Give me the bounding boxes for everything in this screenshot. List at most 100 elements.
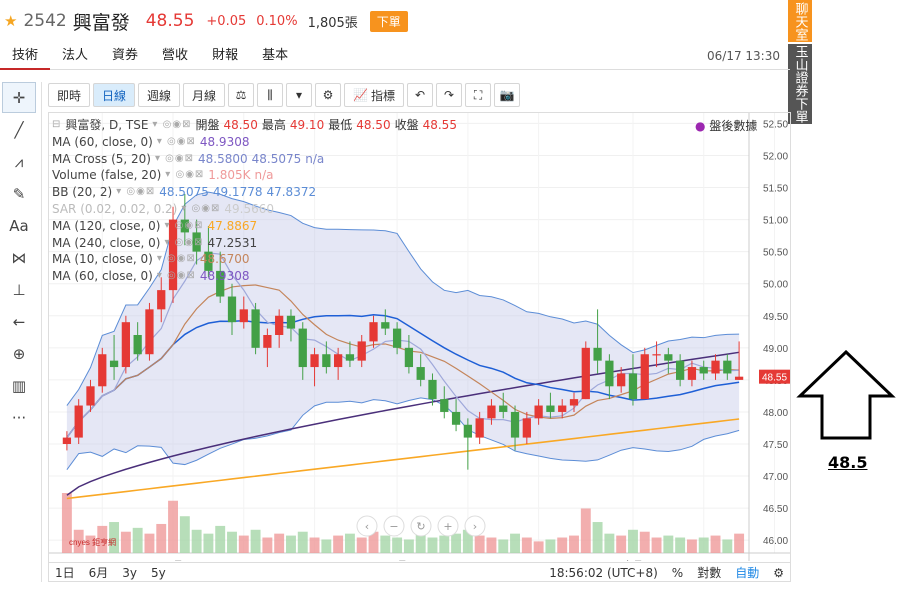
legend-indicator-row[interactable]: BB (20, 2) ▾ ◎◉⊠ 48.5075 49.1778 47.8372	[52, 184, 457, 201]
candle-body	[180, 219, 189, 233]
camera-icon[interactable]: 📷	[494, 83, 521, 107]
volume-bar	[286, 535, 296, 553]
ma60-line	[66, 351, 740, 496]
tab-technical[interactable]: 技術	[0, 46, 51, 70]
pattern-icon[interactable]: ⋈	[11, 248, 27, 267]
legend-indicator-row[interactable]: MA (60, close, 0) ▾ ◎◉⊠ 48.9308	[52, 134, 457, 151]
chart-canvas[interactable]: 52.50 52.00 51.50 51.00 50.50 50.00 49.50 49.00…	[49, 113, 790, 561]
redo-icon[interactable]: ↷	[436, 83, 463, 107]
tab-basics[interactable]: 基本	[262, 48, 289, 63]
indicator-controls-icon[interactable]: ▾ ◎◉⊠	[164, 236, 204, 248]
crosshair-icon[interactable]: ✛	[2, 82, 36, 113]
settings-icon[interactable]: ⚙	[773, 565, 784, 580]
volume-bar	[710, 535, 721, 553]
chart-bottom-bar: 1日 6月 3y 5y 18:56:02 (UTC+8) % 對數 自動 ⚙	[48, 562, 791, 582]
volume-bar	[533, 541, 544, 553]
volume-bar	[439, 535, 450, 553]
auto-toggle[interactable]: 自動	[735, 565, 760, 580]
weekly-button[interactable]: 週線	[138, 83, 181, 107]
stock-name: 興富發	[72, 11, 130, 34]
legend-main-title: 興富發, D, TSE	[65, 118, 149, 132]
log-toggle[interactable]: 對數	[697, 565, 722, 580]
candlestick-icon[interactable]: ⫼	[257, 83, 284, 107]
indicator-value: 48.5075	[251, 151, 302, 166]
order-button[interactable]: 下單	[369, 10, 408, 32]
legend-indicator-row[interactable]: Volume (false, 20) ▾ ◎◉⊠ 1.805K n/a	[52, 167, 457, 184]
range-6m[interactable]: 6月	[88, 565, 109, 580]
pitchfork-icon[interactable]: ⩘	[14, 152, 24, 171]
indicator-rows: MA (60, close, 0) ▾ ◎◉⊠ 48.9308 MA Cross (5…	[52, 134, 457, 285]
indicator-controls-icon[interactable]: ▾ ◎◉⊠	[156, 270, 196, 282]
chart-nav-button	[383, 515, 405, 537]
price-chart[interactable]: 52.50 52.00 51.50 51.00 50.50 50.00 49.50 49.00…	[48, 112, 791, 582]
legend-indicator-row[interactable]: MA (10, close, 0) ▾ ◎◉⊠ 48.6700	[52, 251, 457, 268]
range-5y[interactable]: 5y	[151, 565, 166, 580]
volume-bar	[392, 537, 403, 553]
quote-datetime: 06/17 13:30	[707, 49, 780, 63]
x-tick-label: 六月	[623, 560, 643, 561]
volume-bar	[545, 539, 556, 553]
star-icon[interactable]: ★	[4, 12, 18, 30]
chart-nav-button	[410, 515, 432, 537]
scale-icon[interactable]: ⚖	[228, 83, 255, 107]
undo-icon[interactable]: ↶	[407, 83, 434, 107]
ruler-icon[interactable]: ▥	[11, 376, 27, 395]
candle-body	[263, 335, 272, 348]
realtime-button[interactable]: 即時	[48, 83, 91, 107]
after-hours-data[interactable]: ● 盤後數據	[695, 119, 758, 133]
monthly-button[interactable]: 月線	[183, 83, 226, 107]
candle-body	[109, 360, 119, 368]
measure-icon[interactable]: ⊥	[12, 280, 26, 299]
indicator-controls-icon[interactable]: ▾ ◎◉⊠	[164, 219, 204, 231]
candle-body	[428, 379, 437, 400]
legend-open: 48.50	[223, 118, 258, 132]
indicator-controls-icon[interactable]: ▾ ◎◉⊠	[156, 135, 196, 147]
legend-indicator-row[interactable]: MA (60, close, 0) ▾ ◎◉⊠ 48.9308	[52, 268, 457, 285]
stock-code: 2542	[23, 11, 67, 31]
text-icon[interactable]: Aa	[9, 216, 29, 235]
fullscreen-icon[interactable]: ⛶	[465, 83, 492, 107]
broker-order-tab[interactable]: 玉山證券下單	[788, 44, 812, 124]
indicator-controls-icon[interactable]: ▾ ◎◉⊠	[156, 253, 196, 265]
candle-body	[734, 376, 744, 380]
candle-body	[640, 354, 649, 400]
daily-button[interactable]: 日線	[93, 83, 136, 107]
volume-bar	[675, 537, 686, 553]
candle-body	[204, 251, 213, 271]
legend-controls-icon[interactable]: ▾ ◎◉⊠	[152, 119, 192, 130]
chat-room-tab[interactable]: 聊天室	[788, 0, 812, 42]
indicator-controls-icon[interactable]: ▾ ◎◉⊠	[165, 169, 205, 181]
indicator-button[interactable]: 📈 指標	[344, 83, 405, 107]
zoom-icon[interactable]: ⊕	[12, 344, 26, 363]
volume-bar	[132, 527, 143, 553]
volume-bar	[274, 533, 285, 553]
tab-institutional[interactable]: 法人	[62, 48, 89, 63]
range-3y[interactable]: 3y	[122, 565, 138, 580]
indicator-name: SAR (0.02, 0.02, 0.2)	[52, 201, 178, 216]
collapse-icon[interactable]: ⊟	[52, 119, 62, 130]
volume-bar	[557, 537, 568, 553]
chevron-down-icon[interactable]: ▾	[286, 83, 313, 107]
arrow-left-icon[interactable]: ←	[12, 312, 26, 331]
legend-indicator-row[interactable]: MA Cross (5, 20) ▾ ◎◉⊠ 48.5800 48.5075 n/a	[52, 151, 457, 168]
more-icon[interactable]: ···	[11, 408, 27, 427]
chart-nav-icon: +	[443, 520, 452, 533]
price-change-pct: 0.10%	[256, 13, 298, 29]
stock-header: ★ 2542 興富發 48.55 +0.05 0.10% 1,805張 下單	[0, 0, 790, 42]
tab-financials[interactable]: 財報	[212, 48, 239, 63]
legend-indicator-row[interactable]: SAR (0.02, 0.02, 0.2) ▾ ◎◉⊠ 49.5660	[52, 201, 457, 218]
candle-body	[121, 322, 130, 368]
legend-indicator-row[interactable]: MA (120, close, 0) ▾ ◎◉⊠ 47.8867	[52, 218, 457, 235]
indicator-controls-icon[interactable]: ▾ ◎◉⊠	[116, 186, 156, 198]
tab-revenue[interactable]: 營收	[162, 48, 189, 63]
range-1d[interactable]: 1日	[55, 565, 75, 580]
gear-icon[interactable]: ⚙	[315, 83, 342, 107]
tab-margin[interactable]: 資券	[112, 48, 139, 63]
legend-indicator-row[interactable]: MA (240, close, 0) ▾ ◎◉⊠ 47.2531	[52, 235, 457, 252]
trendline-icon[interactable]: ╱	[14, 120, 24, 139]
percent-toggle[interactable]: %	[671, 565, 684, 580]
indicator-controls-icon[interactable]: ▾ ◎◉⊠	[154, 152, 195, 164]
brush-icon[interactable]: ✎	[12, 184, 26, 203]
indicator-controls-icon[interactable]: ▾ ◎◉⊠	[181, 202, 221, 214]
volume-bar	[297, 531, 308, 553]
